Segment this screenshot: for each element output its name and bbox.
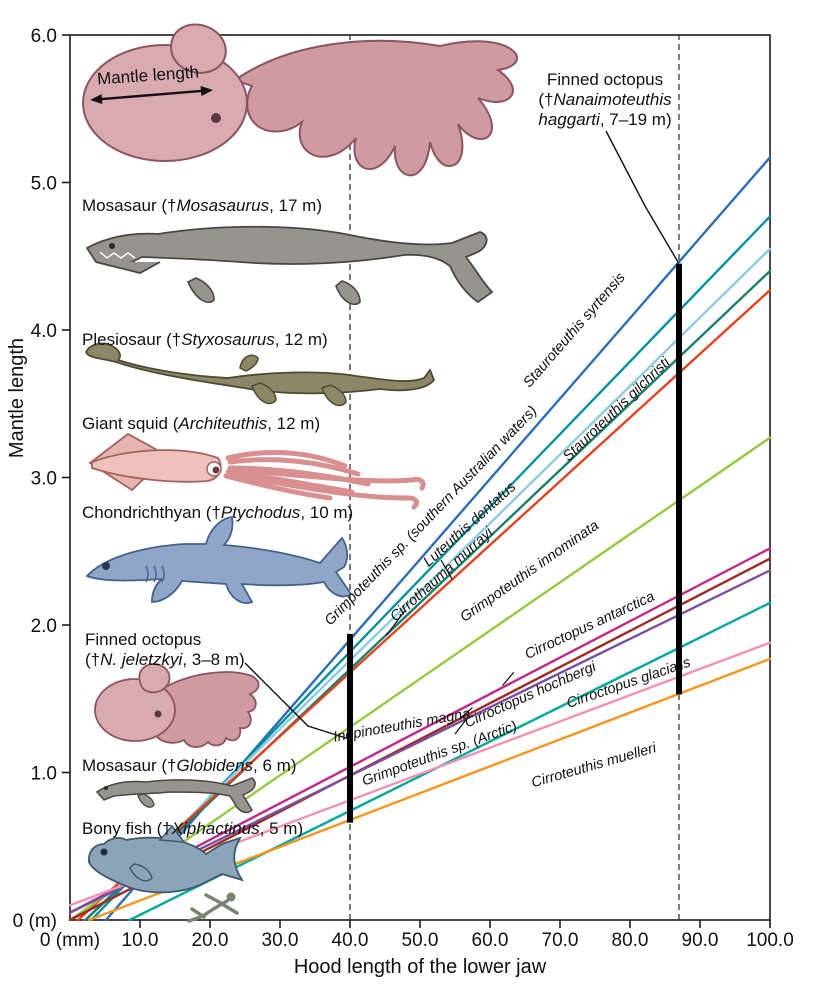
x-tick-label: 70.0 bbox=[542, 930, 579, 951]
octopus-eye bbox=[211, 113, 221, 123]
y-tick-label: 3.0 bbox=[31, 469, 57, 490]
y-tick-label: 4.0 bbox=[31, 321, 57, 342]
haggarti-callout bbox=[605, 130, 679, 263]
shark-eye bbox=[102, 562, 110, 570]
globidens-label: Mosasaur (†Globidens, 6 m) bbox=[82, 756, 297, 775]
styxosaurus-label: Plesiosaur (†Styxosaurus, 12 m) bbox=[82, 330, 328, 349]
architeuthis-silhouette bbox=[88, 432, 426, 510]
xiphactinus-silhouette bbox=[88, 824, 245, 894]
y-tick-label: 2.0 bbox=[31, 616, 57, 637]
series-line bbox=[76, 288, 772, 922]
y-tick-label: 6.0 bbox=[31, 26, 57, 47]
x-tick-label: 80.0 bbox=[612, 930, 649, 951]
series-line bbox=[68, 436, 772, 922]
styxosaurus-silhouette bbox=[85, 342, 436, 407]
haggarti-label: Finned octopus (†Nanaimoteuthis haggarti… bbox=[538, 70, 672, 130]
series-label: Stauroteuthis gilchristi bbox=[560, 354, 674, 465]
x-tick-label: 30.0 bbox=[262, 930, 299, 951]
architeuthis-label: Giant squid (Architeuthis, 12 m) bbox=[82, 414, 321, 433]
series-label: Cirroteuthis muelleri bbox=[530, 740, 659, 791]
x-tick-label: 90.0 bbox=[682, 930, 719, 951]
series-line bbox=[84, 269, 772, 922]
y-axis-title: Mantle length bbox=[6, 338, 28, 459]
x-tick-label: 50.0 bbox=[402, 930, 439, 951]
series-label: Stauroteuthis syrtensis bbox=[520, 270, 628, 391]
nanaimoteuthis-haggarti-silhouette bbox=[82, 23, 518, 177]
ptychodus-silhouette bbox=[85, 516, 353, 604]
animal-silhouettes bbox=[82, 23, 518, 923]
y-tick-label: 1.0 bbox=[31, 764, 57, 785]
x-tick-label: 10.0 bbox=[122, 930, 159, 951]
y-tick-label: 5.0 bbox=[31, 174, 57, 195]
ptychodus-label: Chondrichthyan (†Ptychodus, 10 m) bbox=[82, 503, 354, 522]
label-pointer bbox=[502, 671, 515, 686]
mosasaurus-silhouette bbox=[85, 225, 494, 306]
globidens-silhouette bbox=[95, 777, 256, 814]
x-tick-label: 20.0 bbox=[192, 930, 229, 951]
xiphactinus-label: Bony fish (†Xiphactinus, 5 m) bbox=[82, 819, 304, 838]
x-tick-label: 100.0 bbox=[746, 930, 794, 951]
jeletzkyi-silhouette bbox=[94, 663, 260, 748]
haggarti-line1: Finned octopus bbox=[546, 70, 664, 89]
mantle-length-arrow bbox=[90, 86, 213, 104]
squid-eye bbox=[212, 466, 220, 474]
fish-eye bbox=[100, 848, 108, 856]
x-tick-label: 40.0 bbox=[332, 930, 369, 951]
label-pointer bbox=[385, 609, 406, 636]
mosasaurus-label: Mosasaur (†Mosasaurus, 17 m) bbox=[82, 196, 322, 215]
label-pointer bbox=[460, 707, 473, 719]
y-origin-label: 0 (m) bbox=[13, 911, 57, 932]
label-pointer bbox=[440, 559, 453, 580]
axes-layer: 10.0 20.0 30.0 40.0 50.0 60.0 70.0 80.0 90.0 100.… bbox=[13, 26, 794, 951]
x-origin-label: 0 (mm) bbox=[40, 930, 100, 951]
x-tick-label: 60.0 bbox=[472, 930, 509, 951]
human-silhouette bbox=[187, 892, 239, 923]
jeletzkyi-label: Finned octopus (†N. jeletzkyi, 3–8 m) bbox=[85, 630, 245, 670]
jeletzkyi-callout bbox=[244, 662, 350, 740]
label-pointer bbox=[454, 719, 467, 735]
x-axis-title: Hood length of the lower jaw bbox=[293, 956, 547, 978]
